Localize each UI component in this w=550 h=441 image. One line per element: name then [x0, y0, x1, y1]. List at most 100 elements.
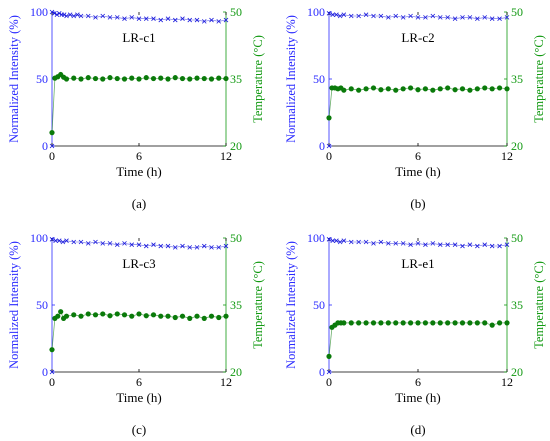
intensity-point — [201, 243, 207, 249]
intensity-point — [223, 17, 229, 23]
temperature-point — [459, 86, 466, 92]
intensity-point — [363, 12, 369, 17]
temperature-point — [78, 76, 84, 82]
x-axis-label: Time (h) — [395, 390, 440, 405]
right-tick-label: 35 — [511, 298, 523, 312]
temperature-point — [363, 320, 369, 326]
intensity-point — [400, 15, 406, 20]
temperature-point — [58, 309, 64, 315]
right-tick-label: 35 — [511, 72, 523, 86]
x-axis-label: Time (h) — [116, 390, 161, 405]
intensity-point — [363, 239, 369, 245]
right-tick-label: 35 — [230, 298, 242, 312]
intensity-point — [52, 11, 57, 16]
temperature-point — [393, 87, 399, 93]
temperature-point — [385, 86, 391, 92]
temperature-point — [216, 75, 222, 81]
temperature-point — [136, 311, 142, 317]
temperature-point — [385, 320, 391, 326]
left-tick-label: 0 — [319, 139, 325, 153]
temperature-series-line — [51, 73, 227, 133]
temperature-point — [143, 75, 149, 81]
temperature-point — [400, 86, 406, 92]
temperature-point — [445, 320, 451, 326]
intensity-point — [194, 245, 200, 250]
intensity-point — [100, 241, 106, 246]
temperature-series-line — [328, 87, 508, 118]
intensity-point — [497, 16, 502, 21]
intensity-point — [467, 15, 473, 20]
intensity-point — [371, 13, 376, 19]
intensity-point — [326, 11, 332, 16]
intensity-point — [172, 17, 178, 23]
intensity-point — [378, 239, 384, 245]
x-tick-label: 6 — [136, 149, 142, 163]
temperature-point — [430, 87, 436, 93]
intensity-point — [337, 239, 343, 245]
temperature-point — [341, 87, 347, 93]
intensity-point — [151, 242, 156, 247]
temperature-point — [504, 320, 510, 326]
temperature-point — [496, 85, 503, 91]
temperature-point — [437, 86, 443, 92]
intensity-point — [49, 237, 55, 242]
intensity-point — [93, 239, 98, 245]
intensity-point — [334, 12, 339, 17]
temperature-point — [452, 320, 458, 326]
x-tick-label: 6 — [415, 149, 421, 163]
intensity-point — [497, 243, 502, 249]
temperature-point — [341, 320, 347, 326]
temperature-point — [100, 76, 106, 82]
intensity-point — [341, 12, 347, 17]
intensity-point — [415, 241, 421, 246]
temperature-point — [114, 75, 120, 82]
temperature-point — [348, 86, 354, 92]
temperature-point — [489, 322, 495, 328]
intensity-point — [400, 241, 406, 246]
temperature-point — [208, 313, 215, 319]
intensity-point — [423, 15, 428, 20]
intensity-point — [371, 241, 376, 246]
intensity-point — [194, 17, 200, 23]
intensity-point — [216, 19, 222, 24]
intensity-point — [187, 245, 193, 250]
temperature-point — [63, 76, 70, 82]
temperature-point — [482, 320, 488, 326]
intensity-point — [452, 16, 458, 21]
temperature-point — [467, 87, 473, 93]
temperature-point — [172, 314, 178, 321]
x-tick-label: 0 — [49, 149, 55, 163]
intensity-point — [482, 15, 488, 20]
intensity-point — [114, 15, 120, 20]
right-axis-label: Temperature (°C) — [532, 35, 546, 123]
left-tick-label: 50 — [313, 298, 325, 312]
x-tick-label: 6 — [136, 375, 142, 389]
temperature-point — [107, 313, 113, 319]
temperature-point — [407, 85, 414, 91]
intensity-point — [386, 241, 391, 246]
intensity-point — [100, 13, 106, 19]
temperature-point — [121, 312, 128, 318]
left-axis-label: Normalized Intensity (%) — [284, 241, 298, 369]
left-axis-label: Normalized Intensity (%) — [284, 15, 298, 143]
intensity-point — [209, 17, 214, 23]
temperature-point — [129, 313, 135, 319]
temperature-point — [393, 320, 399, 326]
intensity-point — [356, 239, 361, 245]
temperature-point — [326, 115, 332, 121]
left-tick-label: 50 — [36, 298, 48, 312]
temperature-point — [326, 353, 332, 359]
temperature-point — [150, 75, 157, 82]
intensity-point — [75, 12, 80, 17]
intensity-point — [49, 9, 55, 15]
intensity-point — [452, 242, 458, 247]
intensity-point — [475, 243, 480, 249]
right-tick-label: 20 — [511, 365, 523, 379]
right-tick-label: 50 — [511, 231, 523, 245]
left-tick-label: 0 — [42, 365, 48, 379]
temperature-point — [55, 313, 61, 319]
temperature-point — [482, 85, 488, 91]
intensity-point — [122, 241, 127, 246]
intensity-point — [143, 243, 149, 249]
